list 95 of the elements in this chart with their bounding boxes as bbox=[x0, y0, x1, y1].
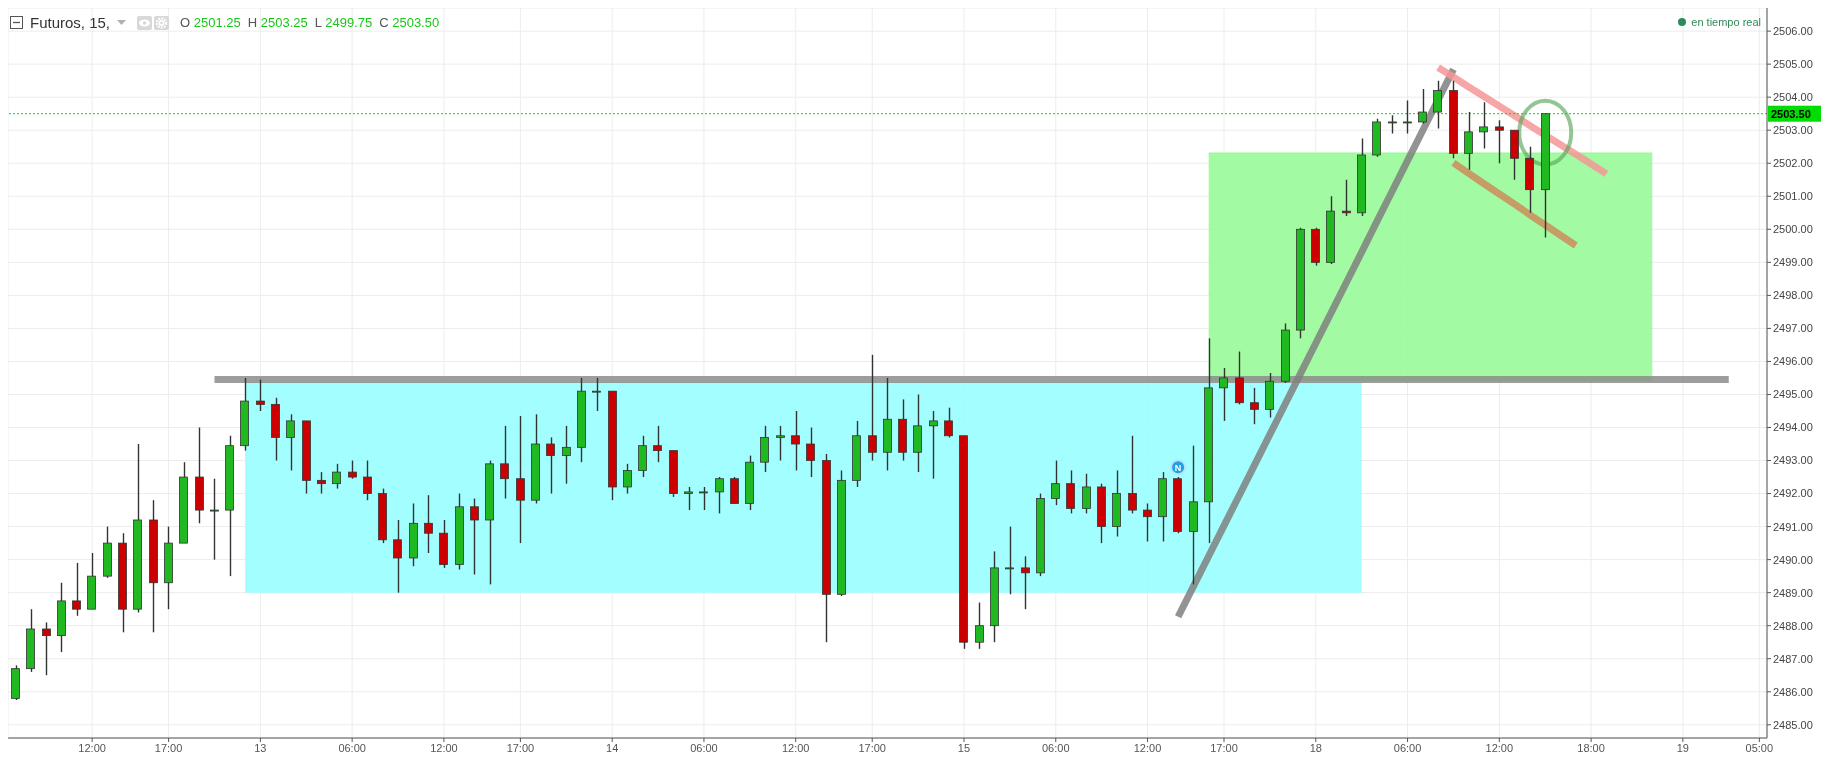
candlestick bbox=[516, 415, 525, 544]
candlestick bbox=[1342, 179, 1351, 217]
candlestick bbox=[500, 425, 509, 500]
x-tick-label: 14 bbox=[606, 741, 619, 754]
x-tick-label: 06:00 bbox=[690, 741, 718, 754]
candlestick bbox=[42, 621, 51, 676]
annotation: en tiempo real bbox=[1691, 16, 1761, 28]
x-tick-label: 17:00 bbox=[858, 741, 886, 754]
y-tick-label: 2491.00 bbox=[1773, 520, 1813, 533]
candlestick bbox=[776, 425, 785, 462]
x-tick-label: 17:00 bbox=[1210, 741, 1238, 754]
x-tick-label: 17:00 bbox=[506, 741, 535, 754]
y-tick-label: 2502.00 bbox=[1773, 157, 1813, 170]
candlestick bbox=[868, 354, 877, 462]
x-tick-label: 12:00 bbox=[78, 741, 106, 754]
candlestick bbox=[684, 486, 693, 511]
candlestick bbox=[592, 377, 601, 412]
y-tick-label: 2489.00 bbox=[1773, 586, 1813, 599]
x-tick-label: 15 bbox=[957, 741, 971, 754]
series-label: N bbox=[1174, 462, 1182, 473]
y-tick-label: 2496.00 bbox=[1773, 355, 1813, 368]
y-tick-label: 2490.00 bbox=[1773, 553, 1813, 566]
candlestick bbox=[1479, 101, 1488, 150]
x-tick-label: 12:00 bbox=[430, 741, 458, 754]
x-tick-label: 12:00 bbox=[1485, 741, 1514, 754]
y-tick-label: 2504.00 bbox=[1773, 91, 1813, 104]
candlestick bbox=[1464, 111, 1473, 171]
x-tick-label: 06:00 bbox=[338, 741, 366, 754]
y-tick-label: 2493.00 bbox=[1773, 454, 1813, 467]
x-tick-label: 18:00 bbox=[1577, 741, 1605, 754]
candlestick bbox=[1403, 99, 1412, 135]
candlestick bbox=[546, 436, 555, 495]
candlestick bbox=[286, 413, 295, 472]
candlestick bbox=[72, 562, 81, 617]
ref-line-label: 2503.50 bbox=[1771, 107, 1811, 120]
candlestick bbox=[317, 471, 326, 495]
y-tick-label: 2488.00 bbox=[1773, 619, 1813, 632]
candlestick bbox=[1418, 88, 1427, 125]
candlestick bbox=[1021, 555, 1030, 610]
candlestick bbox=[1005, 525, 1014, 596]
candlestick bbox=[348, 459, 357, 480]
candlestick bbox=[1051, 459, 1060, 506]
chart-title: Futuros, 15, bbox=[30, 14, 111, 31]
candlestick bbox=[1433, 79, 1442, 130]
candlestick bbox=[1143, 502, 1152, 543]
x-tick-label: 05:00 bbox=[1745, 741, 1774, 754]
candlestick bbox=[424, 494, 433, 554]
candlestick bbox=[1082, 473, 1091, 515]
candlestick bbox=[791, 410, 800, 472]
x-tick-label: 19 bbox=[1676, 741, 1689, 754]
candlestick bbox=[470, 497, 479, 576]
y-tick-label: 2500.00 bbox=[1773, 223, 1813, 236]
y-tick-label: 2505.00 bbox=[1773, 58, 1813, 71]
candlestick bbox=[332, 463, 341, 490]
x-tick-label: 12:00 bbox=[1133, 741, 1162, 754]
y-tick-label: 2494.00 bbox=[1773, 421, 1813, 434]
candlestick bbox=[562, 425, 571, 485]
x-tick-label: 06:00 bbox=[1041, 741, 1070, 754]
candlestick bbox=[1128, 435, 1137, 515]
y-tick-label: 2499.00 bbox=[1773, 256, 1813, 269]
annotation: C 2503.50 bbox=[379, 15, 440, 30]
candlestick bbox=[1388, 114, 1397, 135]
candlestick bbox=[363, 459, 372, 501]
x-tick-label: 17:00 bbox=[154, 741, 183, 754]
candlestick bbox=[975, 601, 984, 650]
y-tick-label: 2501.00 bbox=[1773, 190, 1813, 203]
x-tick-label: 13 bbox=[254, 741, 267, 754]
y-tick-label: 2497.00 bbox=[1773, 322, 1813, 335]
candlestick bbox=[1495, 119, 1504, 164]
candlestick bbox=[393, 519, 402, 594]
y-tick-label: 2495.00 bbox=[1773, 388, 1813, 401]
y-tick-label: 2503.00 bbox=[1773, 124, 1813, 137]
y-tick-label: 2485.00 bbox=[1773, 718, 1813, 731]
candlestick bbox=[715, 476, 724, 515]
y-tick-label: 2487.00 bbox=[1773, 652, 1813, 665]
y-tick-label: 2486.00 bbox=[1773, 685, 1813, 698]
candlestick bbox=[806, 426, 815, 478]
y-tick-label: 2492.00 bbox=[1773, 487, 1813, 500]
candlestick bbox=[1219, 367, 1228, 422]
candlestick bbox=[699, 486, 708, 511]
annotation: L 2499.75 bbox=[314, 15, 373, 30]
candlestick bbox=[210, 478, 219, 561]
x-tick-label: 06:00 bbox=[1393, 741, 1422, 754]
x-tick-label: 18 bbox=[1309, 741, 1322, 754]
candlestick bbox=[256, 378, 265, 412]
candlestick bbox=[1250, 387, 1259, 425]
annotation: O 2501.25 bbox=[180, 15, 241, 30]
candlestick bbox=[653, 425, 662, 463]
candlestick bbox=[944, 406, 953, 439]
x-tick-label: 12:00 bbox=[781, 741, 810, 754]
y-tick-label: 2506.00 bbox=[1773, 25, 1813, 38]
y-tick-label: 2498.00 bbox=[1773, 289, 1813, 302]
candlestick bbox=[929, 410, 938, 480]
candlestick bbox=[623, 463, 632, 495]
annotation: H 2503.25 bbox=[247, 15, 308, 30]
